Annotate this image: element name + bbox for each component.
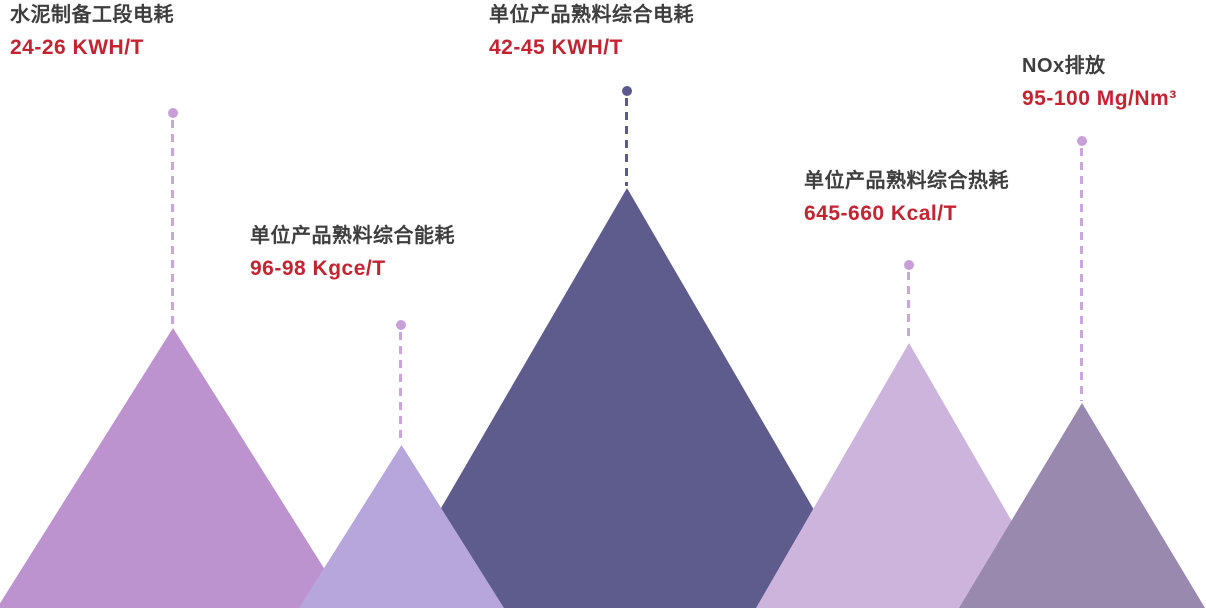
metric-value: 24-26 KWH/T [10,36,144,59]
marker-dot-clinker-heat [904,260,914,270]
metric-value: 96-98 Kgce/T [250,257,386,280]
dashed-connector-nox-emission [1080,148,1083,401]
marker-dot-nox-emission [1077,136,1087,146]
metric-value: 95-100 Mg/Nm³ [1022,87,1177,110]
metric-nox-emission: NOx排放 95-100 Mg/Nm³ [1022,53,1177,112]
mountain-cement-prep-power [0,328,349,608]
metric-title: 单位产品熟料综合电耗 [489,4,694,26]
dashed-connector-clinker-energy [399,332,402,443]
metric-title: 单位产品熟料综合能耗 [250,225,455,247]
metric-title: 单位产品熟料综合热耗 [804,170,1009,192]
metric-clinker-heat: 单位产品熟料综合热耗 645-660 Kcal/T [804,168,1009,227]
dashed-connector-clinker-heat [907,272,910,341]
marker-dot-cement-prep-power [168,108,178,118]
metric-title: 水泥制备工段电耗 [10,4,174,26]
metric-title: NOx排放 [1022,55,1106,77]
metric-clinker-power: 单位产品熟料综合电耗 42-45 KWH/T [489,2,694,61]
dashed-connector-cement-prep-power [171,120,174,326]
metric-value: 645-660 Kcal/T [804,202,957,225]
dashed-connector-clinker-power [625,98,628,186]
metric-cement-prep-power: 水泥制备工段电耗 24-26 KWH/T [10,2,174,61]
marker-dot-clinker-energy [396,320,406,330]
metric-value: 42-45 KWH/T [489,36,623,59]
metric-clinker-energy: 单位产品熟料综合能耗 96-98 Kgce/T [250,223,455,282]
marker-dot-clinker-power [622,86,632,96]
